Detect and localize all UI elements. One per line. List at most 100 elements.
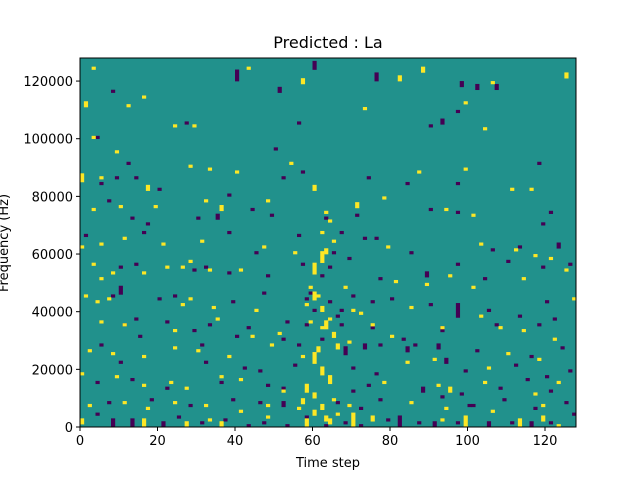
heatmap-cell-low (366, 176, 371, 180)
heatmap-cell-high (91, 66, 96, 70)
heatmap-cell-high (219, 375, 224, 379)
heatmap-cell-low (343, 421, 348, 425)
heatmap-cell-high (293, 251, 298, 255)
heatmap-cell-high (219, 421, 224, 428)
heatmap-cell-low (111, 418, 116, 428)
heatmap-cell-high (114, 375, 120, 379)
heatmap-cell-high (184, 386, 189, 390)
heatmap-cell-high (304, 418, 309, 428)
heatmap-cell-low (529, 421, 534, 428)
heatmap-cell-low (517, 314, 523, 318)
heatmap-cell-low (455, 109, 461, 114)
heatmap-cell-high (556, 424, 561, 428)
heatmap-cell-low (475, 349, 480, 353)
heatmap-cell-high (409, 305, 414, 310)
heatmap-cell-low (331, 251, 337, 255)
heatmap-cell-low (556, 242, 561, 249)
heatmap-cell-low (227, 271, 232, 275)
heatmap-cell-low (374, 236, 379, 240)
heatmap-cell-high (529, 187, 534, 191)
heatmap-cell-high (463, 415, 468, 428)
heatmap-cell-low (378, 398, 383, 402)
heatmap-cell-low (200, 343, 205, 347)
heatmap-cell-high (269, 343, 275, 347)
heatmap-cell-low (281, 337, 286, 341)
heatmap-cell-low (157, 187, 162, 191)
heatmap-cell-low (467, 403, 472, 408)
heatmap-cell-low (231, 300, 236, 304)
heatmap-cell-low (343, 346, 348, 356)
heatmap-cell-high (289, 161, 294, 165)
heatmap-cell-high (238, 409, 244, 413)
heatmap-cell-high (207, 268, 213, 272)
heatmap-cell-high (122, 401, 127, 405)
heatmap-cell-low (502, 398, 507, 402)
heatmap-cell-low (293, 363, 298, 367)
heatmap-cell-low (300, 262, 306, 266)
heatmap-cell-low (107, 199, 112, 203)
heatmap-cell-high (169, 380, 174, 385)
heatmap-cell-low (510, 421, 515, 425)
heatmap-cell-low (436, 343, 441, 350)
heatmap-cell-high (556, 380, 561, 385)
y-tick-label: 80000 (32, 190, 73, 205)
heatmap-cell-low (541, 222, 546, 226)
heatmap-cell-high (510, 187, 515, 191)
heatmap-cell-low (130, 377, 135, 382)
heatmap-cell-low (347, 256, 352, 261)
heatmap-cell-high (483, 127, 488, 131)
heatmap-cell-high (312, 291, 317, 301)
heatmap-cell-low (227, 193, 232, 197)
heatmap-cell-low (312, 60, 317, 70)
heatmap-cell-low (165, 386, 170, 390)
heatmap-cell-high (235, 170, 240, 174)
heatmap-cell-high (463, 101, 468, 105)
heatmap-cell-low (266, 274, 271, 278)
heatmap-cell-low (362, 236, 368, 240)
heatmap-cell-high (111, 352, 116, 356)
heatmap-cell-low (517, 245, 523, 249)
heatmap-cell-high (80, 372, 85, 376)
heatmap-cell-low (413, 343, 418, 347)
heatmap-cell-high (300, 398, 306, 405)
heatmap-cell-low (200, 421, 205, 425)
heatmap-cell-low (165, 320, 170, 324)
heatmap-cell-low (184, 121, 189, 125)
heatmap-cell-high (192, 124, 197, 128)
heatmap-cell-low (525, 377, 530, 382)
heatmap-cell-high (390, 334, 395, 338)
heatmap-cell-high (142, 354, 147, 359)
heatmap-cell-high (300, 78, 306, 85)
heatmap-cell-high (335, 343, 340, 350)
y-tick-label: 40000 (32, 306, 73, 321)
heatmap-cell-high (83, 294, 89, 298)
heatmap-cell-high (219, 205, 224, 212)
heatmap-cell-low (568, 262, 573, 266)
heatmap-cell-low (424, 271, 430, 278)
heatmap-cell-low (176, 415, 182, 419)
heatmap-cell-low (552, 317, 557, 321)
heatmap-cell-high (386, 245, 391, 249)
heatmap-cell-high (564, 72, 569, 79)
heatmap-cell-low (231, 398, 236, 402)
heatmap-cell-low (149, 398, 154, 402)
heatmap-cell-high (80, 173, 85, 183)
heatmap-cell-low (498, 386, 503, 390)
heatmap-cell-high (215, 317, 220, 321)
heatmap-cell-low (242, 366, 247, 370)
heatmap-cell-high (308, 320, 313, 324)
heatmap-cell-low (246, 326, 251, 330)
heatmap-cell-low (107, 401, 112, 405)
heatmap-cell-low (440, 395, 445, 399)
heatmap-cell-high (448, 386, 453, 393)
y-tick-label: 100000 (23, 133, 73, 148)
heatmap-cell-low (545, 300, 550, 304)
heatmap-cell-high (91, 135, 96, 140)
heatmap-cell-high (145, 406, 151, 410)
heatmap-cell-high (304, 383, 309, 393)
heatmap-cell-low (297, 121, 302, 125)
heatmap-cell-high (118, 205, 123, 209)
heatmap-cell-high (331, 239, 337, 243)
heatmap-cell-low (483, 277, 488, 281)
heatmap-cell-low (204, 360, 209, 364)
